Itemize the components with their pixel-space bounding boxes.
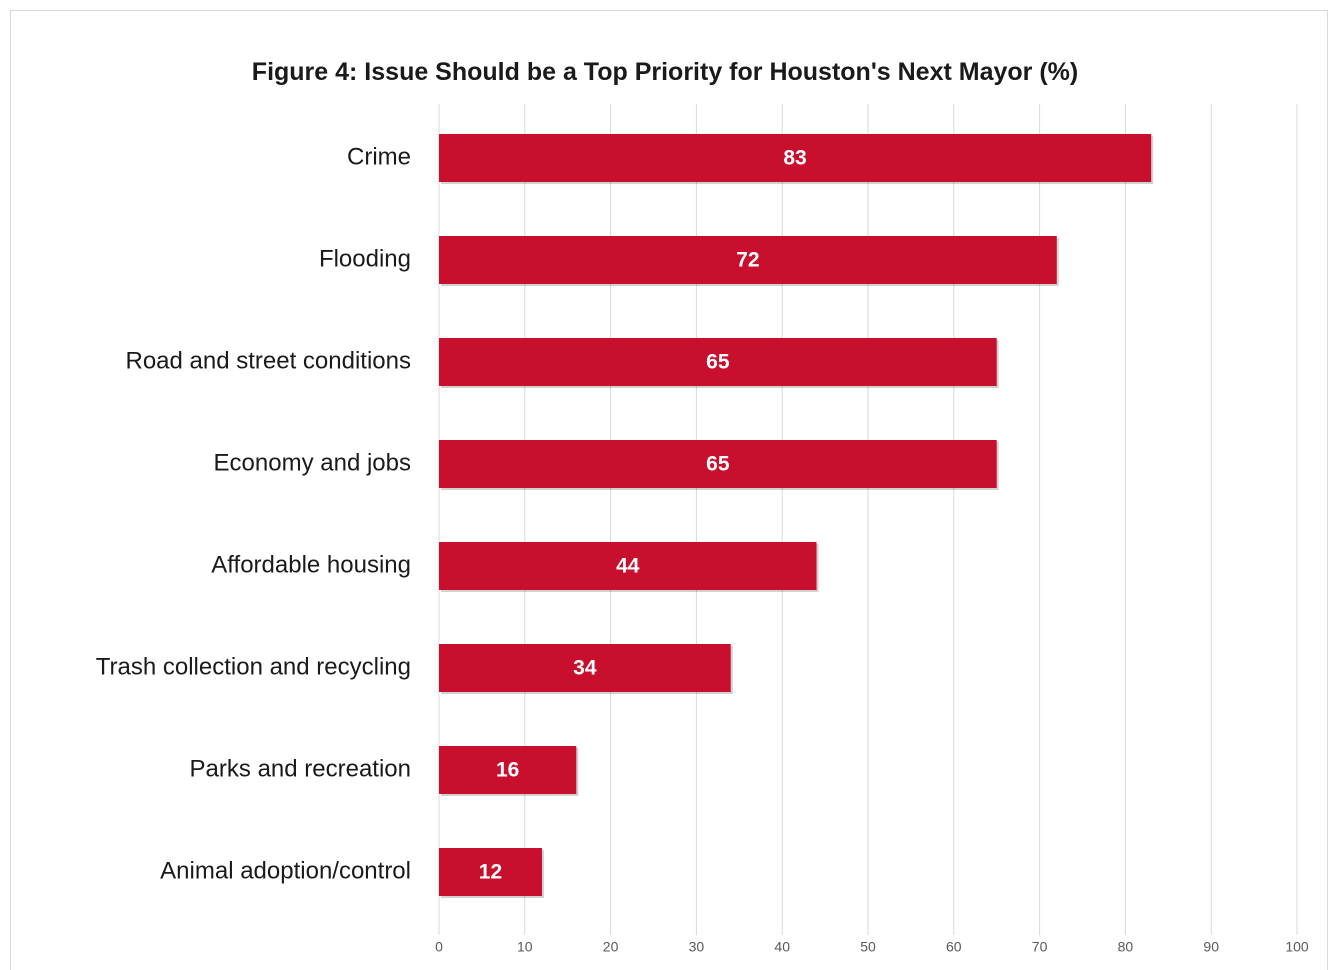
x-tick-label: 90 (1203, 939, 1219, 955)
chart-title: Figure 4: Issue Should be a Top Priority… (251, 58, 1079, 86)
x-tick-label: 0 (435, 939, 443, 955)
category-label: Flooding (319, 245, 411, 272)
data-label: 34 (573, 657, 597, 680)
x-tick-label: 70 (1032, 939, 1048, 955)
bar (439, 644, 731, 692)
x-tick-label: 20 (603, 939, 619, 955)
x-tick-label: 80 (1118, 939, 1134, 955)
bar (439, 746, 577, 794)
x-tick-label: 10 (517, 939, 533, 955)
data-label: 16 (496, 759, 519, 782)
bar (439, 440, 997, 488)
x-tick-label: 60 (946, 939, 962, 955)
bar (439, 134, 1152, 182)
data-label: 65 (706, 453, 730, 476)
category-label: Trash collection and recycling (96, 653, 411, 680)
category-label: Crime (347, 143, 411, 170)
category-labels: Crime Flooding Road and street conditions E… (96, 143, 411, 884)
bar (439, 338, 997, 386)
data-label: 12 (479, 861, 502, 884)
x-tick-label: 50 (860, 939, 876, 955)
category-label: Affordable housing (211, 551, 411, 578)
x-tick-label: 100 (1285, 939, 1309, 955)
category-label: Parks and recreation (190, 755, 411, 782)
x-tick-label: 30 (689, 939, 705, 955)
data-label: 83 (783, 147, 806, 170)
bar (439, 236, 1057, 284)
data-label: 72 (736, 249, 759, 272)
data-label: 44 (616, 555, 640, 578)
bar (439, 848, 542, 896)
category-label: Animal adoption/control (160, 857, 411, 884)
gridlines (438, 104, 1298, 935)
bars: 83 72 65 65 44 34 16 12 (439, 134, 1154, 898)
x-axis-tick-labels: 0 10 20 30 40 50 60 70 80 90 100 (435, 939, 1309, 955)
x-tick-label: 40 (774, 939, 790, 955)
category-label: Road and street conditions (125, 347, 411, 374)
bar (439, 542, 817, 590)
category-label: Economy and jobs (214, 449, 411, 476)
data-label: 65 (706, 351, 730, 374)
